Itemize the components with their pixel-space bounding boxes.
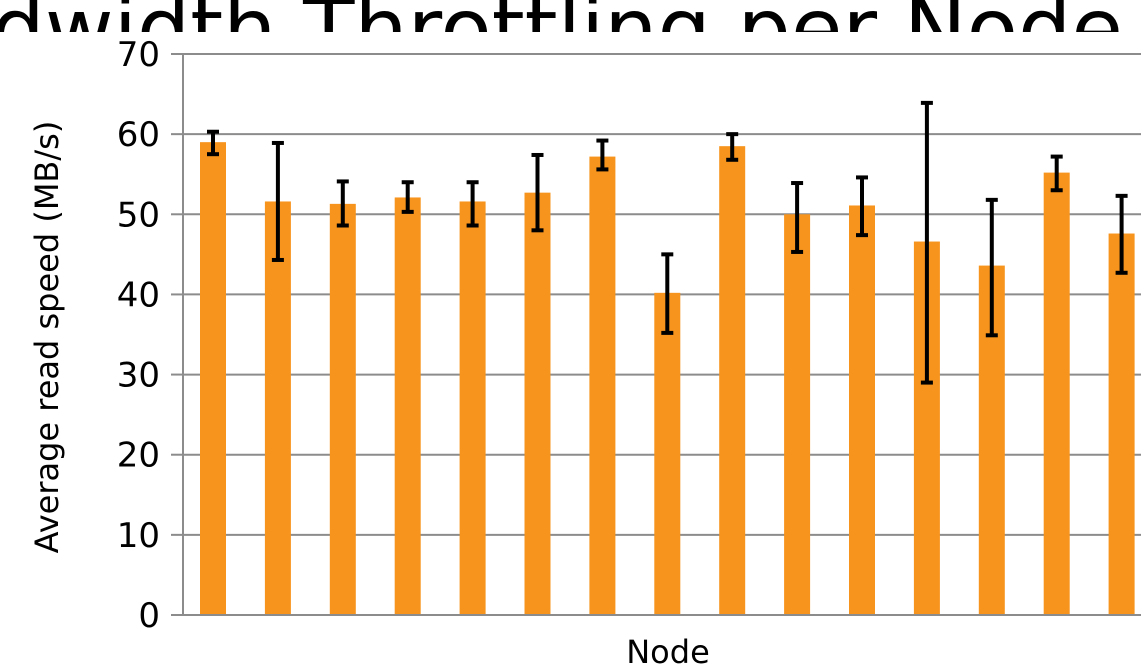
y-tick-label: 60	[117, 115, 160, 155]
bar	[784, 214, 811, 616]
y-tick-label: 30	[117, 356, 160, 396]
y-tick-label: 50	[117, 195, 160, 235]
bar	[719, 146, 746, 615]
y-tick-label: 70	[117, 35, 160, 75]
bar	[1108, 233, 1135, 615]
bar	[1043, 172, 1070, 615]
x-axis-title: Node	[626, 633, 710, 669]
bars	[200, 142, 1135, 616]
error-bar	[466, 180, 479, 228]
y-tick-label: 20	[117, 436, 160, 476]
error-bar	[856, 175, 868, 238]
error-bars	[207, 100, 1128, 385]
bar	[589, 156, 616, 615]
axes	[171, 53, 1141, 616]
error-bar	[531, 152, 544, 233]
error-bar	[1050, 154, 1063, 193]
error-bar	[985, 197, 998, 338]
y-tick-labels: 0 10 20 30 40 50 60 70	[117, 35, 160, 636]
bar	[200, 142, 226, 615]
y-tick-label: 40	[117, 275, 160, 315]
error-bar	[920, 100, 933, 385]
y-axis-title: Average read speed (MB/s)	[28, 121, 66, 554]
bar	[459, 201, 486, 615]
error-bar	[401, 180, 414, 214]
bar	[394, 197, 421, 615]
bar	[524, 192, 551, 615]
y-tick-label: 0	[138, 596, 160, 636]
bar	[264, 201, 291, 615]
error-bar	[207, 129, 219, 157]
error-bar	[596, 138, 609, 172]
y-tick-label: 10	[117, 516, 160, 556]
chart-title-text: Bandwidth Throttling per Node	[0, 0, 1123, 78]
bar	[654, 292, 681, 615]
error-bar	[336, 179, 349, 228]
chart-title: Bandwidth Throttling per Node	[0, 0, 1123, 78]
error-bar	[661, 252, 674, 335]
error-bar	[271, 140, 284, 262]
bar	[329, 203, 356, 616]
error-bar	[726, 132, 739, 162]
error-bar	[1115, 193, 1128, 275]
bar	[849, 205, 875, 615]
error-bar	[791, 181, 804, 254]
